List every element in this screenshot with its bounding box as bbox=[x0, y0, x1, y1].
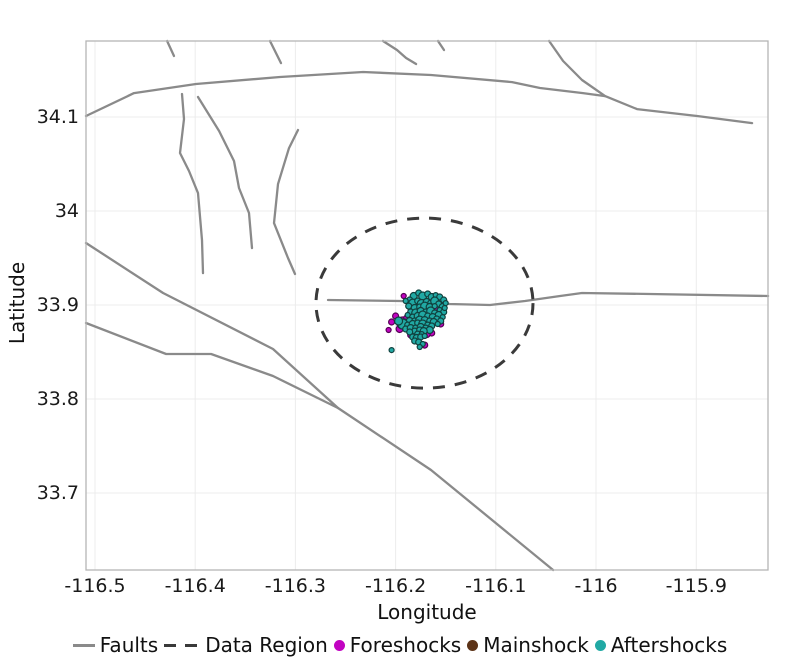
aftershock-point bbox=[402, 297, 409, 305]
fault-line bbox=[547, 39, 607, 98]
legend: Faults Data Region Foreshocks Mainshock … bbox=[0, 633, 800, 657]
plot-border bbox=[85, 40, 769, 571]
x-tick-label: -116 bbox=[574, 575, 617, 597]
aftershock-point bbox=[442, 300, 449, 307]
x-tick-label: -115.9 bbox=[666, 575, 727, 597]
fault-line bbox=[272, 128, 300, 276]
aftershock-point bbox=[406, 328, 414, 336]
y-tick-label: 34 bbox=[55, 200, 79, 222]
aftershock-point bbox=[434, 320, 441, 328]
mainshock-dot-icon bbox=[467, 639, 479, 651]
y-tick-label: 33.7 bbox=[37, 482, 79, 504]
legend-item-aftershocks: Aftershocks bbox=[594, 633, 728, 657]
x-tick-label: -116.3 bbox=[265, 575, 326, 597]
aftershock-dot-icon bbox=[594, 639, 606, 651]
fault-line bbox=[381, 39, 418, 66]
fault-line bbox=[165, 39, 176, 58]
legend-label-foreshocks: Foreshocks bbox=[349, 633, 462, 657]
faults-line-icon bbox=[72, 643, 95, 647]
fault-line bbox=[268, 39, 283, 65]
fault-line bbox=[178, 92, 205, 275]
y-tick-label: 33.9 bbox=[37, 294, 79, 316]
fault-line bbox=[84, 70, 754, 125]
fault-line bbox=[84, 241, 555, 572]
legend-item-faults: Faults bbox=[72, 633, 159, 657]
aftershock-point bbox=[388, 347, 395, 354]
aftershock-point bbox=[394, 316, 404, 326]
legend-label-aftershocks: Aftershocks bbox=[610, 633, 728, 657]
foreshock-dot-icon bbox=[333, 639, 345, 651]
x-tick-label: -116.4 bbox=[165, 575, 226, 597]
dashed-line-icon bbox=[164, 643, 201, 647]
x-tick-label: -116.1 bbox=[465, 575, 526, 597]
legend-label-mainshock: Mainshock bbox=[483, 633, 589, 657]
legend-label-data-region: Data Region bbox=[205, 633, 328, 657]
foreshock-point bbox=[385, 326, 392, 334]
foreshock-point bbox=[400, 292, 407, 300]
aftershock-point bbox=[441, 304, 448, 312]
data-region-ellipse bbox=[314, 216, 535, 390]
legend-item-mainshock: Mainshock bbox=[467, 633, 589, 657]
foreshock-point bbox=[388, 318, 396, 326]
x-tick-label: -116.2 bbox=[365, 575, 426, 597]
fault-line bbox=[196, 95, 254, 250]
y-tick-label: 33.8 bbox=[37, 388, 79, 410]
aftershock-point bbox=[421, 332, 428, 340]
legend-item-foreshocks: Foreshocks bbox=[333, 633, 462, 657]
legend-item-data-region: Data Region bbox=[164, 633, 328, 657]
fault-line bbox=[84, 321, 340, 410]
legend-label-faults: Faults bbox=[99, 633, 159, 657]
fault-line bbox=[436, 39, 446, 52]
aftershock-point bbox=[416, 343, 423, 351]
y-axis-title: Latitude bbox=[5, 261, 29, 345]
x-tick-label: -116.5 bbox=[64, 575, 125, 597]
x-axis-title: Longitude bbox=[377, 600, 477, 624]
y-tick-label: 34.1 bbox=[37, 106, 79, 128]
